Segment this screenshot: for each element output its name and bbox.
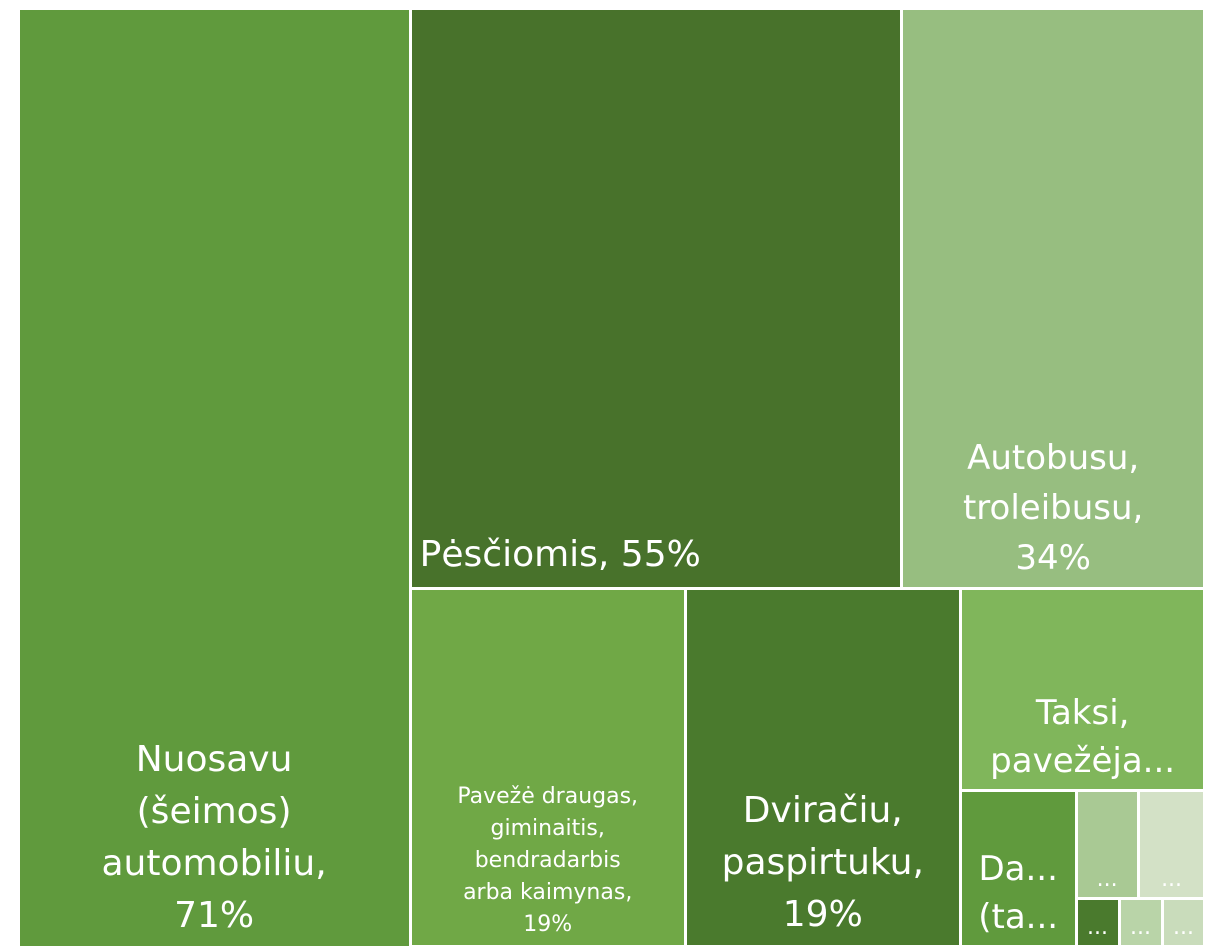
- treemap-cell: Nuosavu (šeimos) automobiliu, 71%: [19, 9, 409, 946]
- treemap-cell: Dviračiu, paspirtuku, 19%: [686, 590, 959, 946]
- cell-label: ...: [1087, 915, 1109, 941]
- treemap-cell: ...: [1139, 791, 1204, 898]
- cell-label: ...: [1161, 867, 1183, 893]
- treemap-cell: Taksi, pavežėja...: [961, 590, 1204, 789]
- cell-label: ...: [1173, 915, 1194, 941]
- cell-label: Pėsčiomis, 55%: [419, 534, 701, 576]
- cell-label: ...: [1130, 915, 1151, 941]
- treemap-cell: ...: [1077, 791, 1137, 898]
- treemap-cell: Autobusu, troleibusu, 34%: [902, 9, 1204, 588]
- cell-label: Da... (ta...: [978, 849, 1059, 938]
- cell-label: ...: [1096, 867, 1118, 893]
- treemap-cell: Pėsčiomis, 55%: [411, 9, 900, 588]
- cell-label: Pavežė draugas, giminaitis, bendradarbis…: [457, 784, 639, 938]
- treemap-cell: Pavežė draugas, giminaitis, bendradarbis…: [411, 590, 684, 946]
- treemap-cell: ...: [1163, 900, 1204, 946]
- treemap-cell: ...: [1077, 900, 1118, 946]
- treemap-cell: ...: [1120, 900, 1161, 946]
- treemap-cell: Da... (ta...: [961, 791, 1075, 946]
- cell-label: Dviračiu, paspirtuku, 19%: [721, 790, 924, 936]
- cell-label: Autobusu, troleibusu, 34%: [962, 438, 1144, 579]
- cell-label: Taksi, pavežėja...: [990, 692, 1176, 781]
- cell-label: Nuosavu (šeimos) automobiliu, 71%: [101, 738, 327, 936]
